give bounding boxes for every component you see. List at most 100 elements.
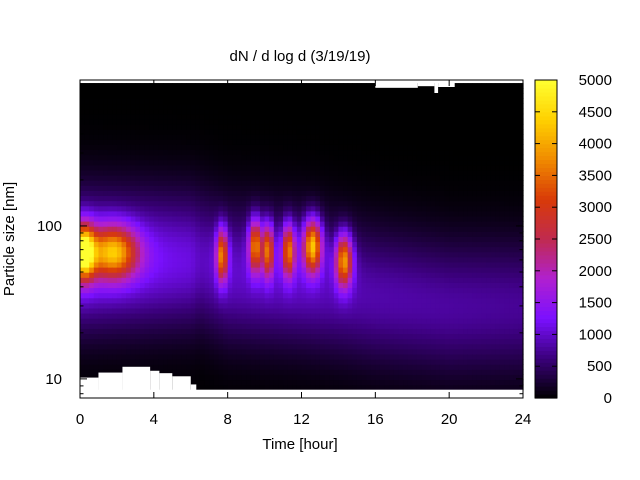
heatmap-cell	[135, 333, 141, 340]
heatmap-cell	[112, 88, 118, 94]
heatmap-cell	[199, 267, 206, 273]
heatmap-cell	[89, 154, 95, 161]
heatmap-cell	[93, 277, 100, 283]
heatmap-cell	[324, 302, 330, 309]
heatmap-cell	[218, 195, 224, 202]
heatmap-cell	[190, 261, 196, 268]
heatmap-cell	[333, 307, 340, 314]
heatmap-cell	[218, 333, 224, 340]
heatmap-cell	[126, 338, 132, 345]
heatmap-cell	[333, 282, 340, 289]
heatmap-cell	[407, 287, 413, 294]
heatmap-cell	[255, 251, 261, 258]
heatmap-cell	[306, 231, 312, 237]
heatmap-cell	[389, 292, 395, 299]
heatmap-cell	[449, 118, 455, 125]
heatmap-cell	[84, 287, 90, 294]
heatmap-cell	[338, 129, 344, 135]
heatmap-cell	[126, 272, 132, 278]
heatmap-cell	[292, 215, 298, 222]
heatmap-cell	[287, 343, 293, 350]
heatmap-cell	[250, 231, 256, 237]
heatmap-cell	[199, 353, 206, 360]
heatmap-cell	[250, 333, 256, 340]
heatmap-cell	[264, 98, 270, 105]
heatmap-cell	[163, 103, 169, 110]
heatmap-cell	[158, 123, 164, 130]
heatmap-cell	[453, 246, 459, 253]
heatmap-cell	[449, 103, 455, 110]
heatmap-cell	[209, 215, 215, 222]
heatmap-cell	[236, 328, 243, 335]
heatmap-cell	[375, 241, 381, 248]
heatmap-cell	[218, 267, 224, 273]
heatmap-cell	[278, 118, 284, 125]
heatmap-cell	[439, 205, 446, 212]
heatmap-cell	[352, 221, 358, 227]
heatmap-cell	[366, 328, 372, 335]
heatmap-cell	[264, 338, 270, 345]
heatmap-cell	[126, 267, 132, 273]
heatmap-cell	[306, 98, 312, 105]
heatmap-cell	[370, 282, 376, 289]
heatmap-cell	[167, 93, 173, 99]
heatmap-cell	[246, 323, 252, 329]
heatmap-cell	[135, 169, 141, 176]
heatmap-cell	[149, 190, 155, 197]
heatmap-cell	[352, 261, 358, 268]
heatmap-cell	[301, 369, 307, 375]
heatmap-cell	[241, 123, 247, 130]
heatmap-cell	[273, 348, 280, 355]
heatmap-cell	[366, 175, 372, 181]
heatmap-cell	[398, 348, 404, 355]
heatmap-cell	[80, 175, 86, 181]
heatmap-cell	[416, 144, 423, 151]
heatmap-cell	[241, 359, 247, 365]
heatmap-cell	[264, 384, 270, 391]
heatmap-cell	[407, 328, 413, 335]
heatmap-cell	[292, 267, 298, 273]
heatmap-cell	[352, 149, 358, 156]
heatmap-cell	[449, 231, 455, 237]
heatmap-cell	[149, 154, 155, 161]
heatmap-cell	[227, 323, 233, 329]
heatmap-cell	[227, 302, 233, 309]
heatmap-cell	[264, 292, 270, 299]
heatmap-cell	[199, 98, 206, 105]
heatmap-cell	[416, 226, 423, 232]
heatmap-cell	[273, 231, 280, 237]
heatmap-cell	[324, 169, 330, 176]
heatmap-cell	[352, 93, 358, 99]
heatmap-cell	[319, 236, 326, 243]
heatmap-cell	[241, 134, 247, 140]
heatmap-cell	[375, 103, 381, 110]
heatmap-cell	[412, 103, 418, 110]
heatmap-cell	[149, 364, 155, 370]
heatmap-cell	[158, 83, 164, 89]
heatmap-cell	[361, 180, 367, 186]
heatmap-cell	[259, 164, 266, 171]
heatmap-cell	[199, 318, 206, 324]
heatmap-cell	[366, 195, 372, 202]
heatmap-cell	[361, 272, 367, 278]
heatmap-cell	[333, 180, 340, 186]
heatmap-cell	[315, 292, 321, 299]
heatmap-cell	[255, 318, 261, 324]
heatmap-cell	[375, 261, 381, 268]
heatmap-cell	[458, 267, 464, 273]
heatmap-cell	[112, 287, 118, 294]
heatmap-cell	[439, 241, 446, 248]
heatmap-cell	[384, 313, 390, 319]
heatmap-cell	[144, 231, 150, 237]
heatmap-cell	[343, 379, 349, 386]
heatmap-cell	[370, 159, 376, 166]
heatmap-cell	[89, 236, 95, 243]
heatmap-cell	[356, 261, 363, 268]
heatmap-cell	[333, 123, 340, 130]
heatmap-cell	[107, 338, 113, 345]
heatmap-cell	[103, 282, 109, 289]
heatmap-cell	[370, 154, 376, 161]
heatmap-cell	[343, 374, 349, 381]
heatmap-cell	[144, 328, 150, 335]
heatmap-cell	[283, 93, 289, 99]
